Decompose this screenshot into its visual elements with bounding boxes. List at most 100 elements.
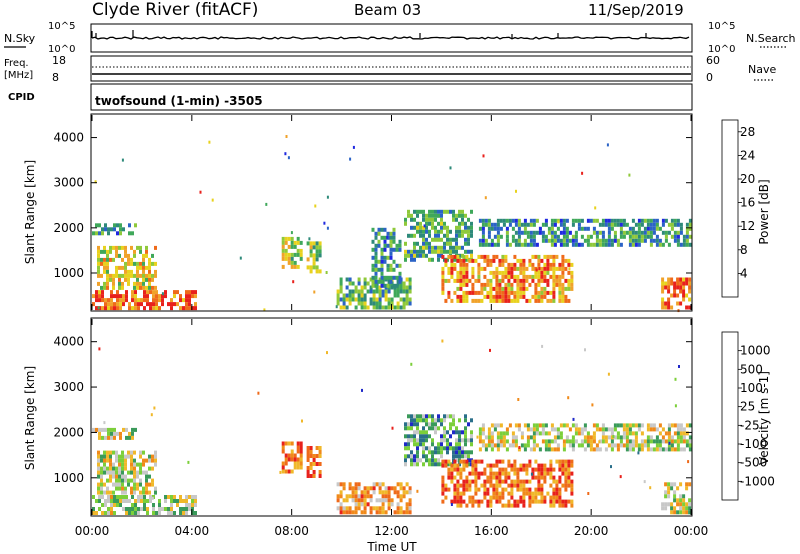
heatmap-cell [501, 495, 505, 500]
heatmap-cell [446, 450, 449, 455]
heatmap-cell [604, 238, 608, 243]
heatmap-cell [544, 222, 548, 227]
heatmap-cell [631, 238, 635, 243]
heatmap-cell [104, 435, 107, 440]
heatmap-cell [489, 298, 493, 303]
heatmap-cell [550, 423, 554, 428]
heatmap-cell [265, 202, 268, 206]
heatmap-cell [570, 491, 574, 496]
heatmap-cell [526, 242, 530, 247]
heatmap-cell [139, 490, 142, 495]
heatmap-cell [564, 467, 568, 472]
heatmap-cell [148, 474, 151, 479]
heatmap-cell [625, 447, 629, 452]
heatmap-cell [211, 198, 214, 202]
heatmap-cell [467, 450, 470, 455]
heatmap-cell [667, 423, 671, 428]
heatmap-cell [381, 305, 385, 310]
heatmap-cell [484, 222, 488, 227]
heatmap-cell [281, 441, 285, 446]
heatmap-cell [682, 494, 686, 499]
heatmap-cell [422, 450, 425, 455]
heatmap-cell [143, 495, 146, 499]
heatmap-cell [441, 499, 445, 504]
heatmap-cell [103, 421, 106, 425]
heatmap-cell [447, 254, 451, 259]
heatmap-cell [387, 297, 391, 302]
heatmap-cell [97, 470, 100, 475]
heatmap-cell [312, 261, 316, 266]
heatmap-cell [173, 499, 176, 503]
heatmap-cell [489, 499, 493, 504]
heatmap-cell [625, 435, 629, 440]
heatmap-cell [565, 218, 569, 223]
heatmap-cell [378, 498, 382, 503]
heatmap-cell [553, 218, 557, 223]
y-tick-label: 4000 [53, 131, 84, 145]
heatmap-cell [134, 306, 137, 311]
heatmap-cell [501, 487, 505, 492]
heatmap-cell [408, 486, 412, 491]
heatmap-cell [519, 487, 523, 492]
heatmap-cell [375, 297, 379, 302]
heatmap-cell [408, 502, 412, 507]
heatmap-cell [508, 222, 512, 227]
heatmap-cell [523, 423, 527, 428]
heatmap-cell [119, 302, 122, 307]
heatmap-cell [555, 274, 559, 279]
heatmap-cell [431, 450, 434, 455]
heatmap-cell [112, 466, 115, 471]
heatmap-cell [128, 499, 131, 503]
heatmap-cell [363, 494, 367, 499]
heatmap-cell [413, 430, 416, 435]
heatmap-cell [158, 503, 161, 507]
heatmap-cell [622, 234, 626, 239]
heatmap-cell [348, 297, 352, 302]
heatmap-cell [470, 442, 473, 447]
heatmap-cell [428, 426, 431, 431]
heatmap-cell [470, 434, 473, 439]
heatmap-cell [498, 467, 502, 472]
heatmap-cell [151, 482, 154, 487]
heatmap-cell [478, 435, 482, 440]
heatmap-cell [176, 302, 179, 307]
heatmap-cell [458, 233, 461, 238]
heatmap-cell [655, 226, 659, 231]
heatmap-cell [510, 495, 514, 500]
heatmap-cell [97, 257, 100, 262]
heatmap-cell [589, 218, 593, 223]
heatmap-cell [583, 435, 587, 440]
heatmap-cell [673, 285, 677, 290]
heatmap-cell [413, 462, 416, 467]
heatmap-cell [413, 241, 416, 246]
heatmap-cell [380, 251, 384, 256]
heatmap-cell [137, 302, 140, 307]
heatmap-cell [474, 483, 478, 488]
heatmap-cell [462, 258, 466, 263]
heatmap-cell [550, 242, 554, 247]
heatmap-cell [443, 241, 446, 246]
heatmap-cell [658, 439, 662, 444]
x-axis-label: Time UT [366, 540, 417, 554]
heatmap-cell [124, 277, 127, 282]
heatmap-cell [351, 498, 355, 503]
heatmap-cell [483, 479, 487, 484]
heatmap-cell [495, 479, 499, 484]
heatmap-cell [101, 435, 104, 440]
heatmap-cell [631, 447, 635, 452]
heatmap-cell [679, 226, 683, 231]
heatmap-cell [531, 254, 535, 259]
heatmap-cell [455, 458, 458, 463]
heatmap-cell [489, 282, 493, 287]
heatmap-cell [652, 439, 656, 444]
heatmap-cell [607, 230, 611, 235]
heatmap-cell [481, 222, 485, 227]
heatmap-cell [351, 289, 355, 294]
colorbar-tick-label: 25 [740, 400, 755, 414]
heatmap-cell [670, 234, 674, 239]
heatmap-cell [458, 442, 461, 447]
heatmap-cell [378, 482, 382, 487]
heatmap-cell [685, 242, 689, 247]
heatmap-cell [452, 430, 455, 435]
heatmap-cell [413, 233, 416, 238]
